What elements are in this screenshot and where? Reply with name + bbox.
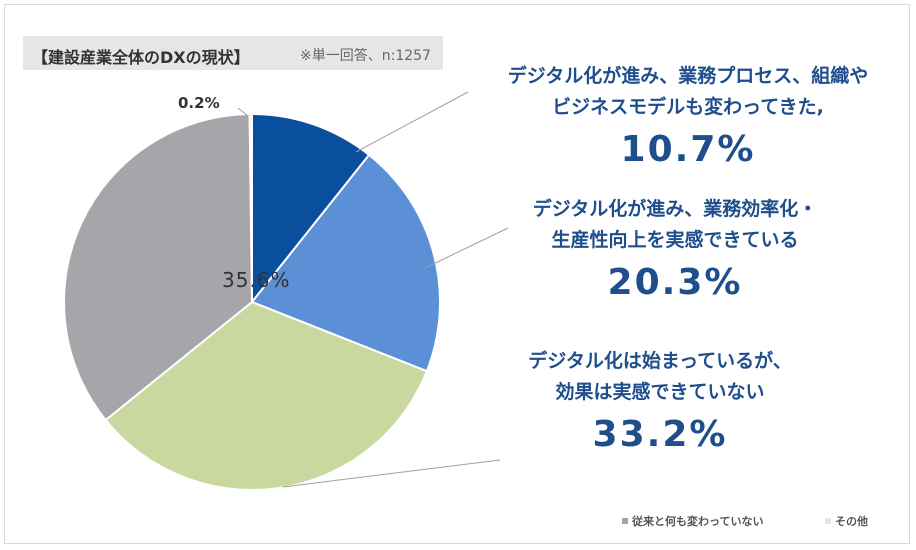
annotation-33-2-value: 33.2% [592, 414, 728, 455]
annotation-10-7-line2: ビジネスモデルも変わってきた, [552, 96, 824, 118]
pie-slice-4 [248, 112, 253, 303]
leader-line-10-7 [355, 91, 469, 153]
chart-title: 【建設産業全体のDXの現状】 [32, 48, 250, 67]
annotation-33-2: デジタル化は始まっているが、 効果は実感できていない 33.2% [500, 346, 820, 455]
annotation-33-2-line2: 効果は実感できていない [555, 381, 765, 403]
sample-note: ※単一回答、n:1257 [300, 48, 431, 64]
slice-label-35-6: 35.6% [222, 268, 291, 292]
annotation-20-3: デジタル化が進み、業務効率化・ 生産性向上を実感できている 20.3% [505, 194, 845, 303]
pie-slice-3 [63, 112, 254, 422]
legend-label-other: その他 [835, 515, 868, 528]
pie-slice-0 [251, 112, 371, 305]
pie-slice-2 [104, 300, 429, 492]
legend-swatch-unchanged [622, 518, 628, 524]
legend-swatch-other [825, 518, 831, 524]
annotation-10-7: デジタル化が進み、業務プロセス、組織や ビジネスモデルも変わってきた, 10.7… [468, 61, 908, 170]
title-bar [23, 36, 443, 70]
leader-line-33-2 [282, 459, 501, 488]
legend-item-unchanged: 従来と何も変わっていない [622, 513, 763, 529]
leader-line-20-3 [424, 227, 509, 269]
slice-label-0-2: 0.2% [178, 94, 220, 112]
annotation-10-7-value: 10.7% [620, 129, 756, 170]
leader-line-0-2 [237, 107, 249, 117]
annotation-20-3-line2: 生産性向上を実感できている [551, 229, 799, 251]
legend-item-other: その他 [825, 513, 868, 529]
annotation-10-7-line1: デジタル化が進み、業務プロセス、組織や [507, 65, 869, 87]
pie-slice-1 [250, 153, 441, 373]
legend-label-unchanged: 従来と何も変わっていない [632, 515, 764, 528]
annotation-20-3-line1: デジタル化が進み、業務効率化・ [532, 198, 818, 220]
annotation-20-3-value: 20.3% [607, 262, 743, 303]
annotation-33-2-line1: デジタル化は始まっているが、 [528, 350, 792, 372]
